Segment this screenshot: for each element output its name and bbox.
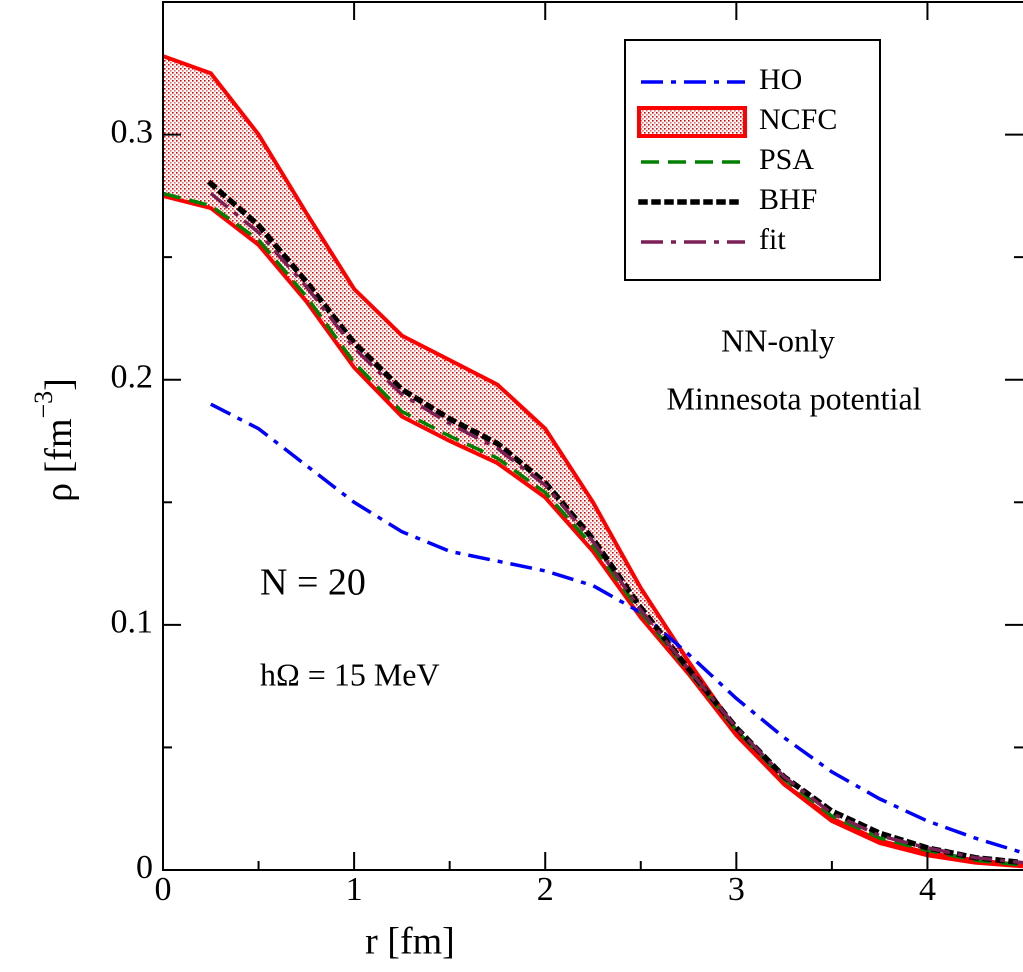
series-line	[209, 192, 1023, 865]
annotation: Minnesota potential	[666, 380, 921, 416]
y-axis-label: ρ [fm−3]	[29, 378, 80, 502]
series-line	[163, 191, 1023, 867]
legend-label: PSA	[759, 143, 814, 176]
band-edge	[163, 54, 1023, 868]
series-line	[210, 402, 1023, 855]
legend-label: BHF	[759, 183, 817, 216]
y-tick-label: 0.1	[111, 604, 154, 641]
x-tick-label: 3	[728, 871, 745, 908]
plot-frame	[162, 1, 1023, 871]
band-fill	[163, 56, 1023, 867]
x-axis-label: r [fm]	[365, 921, 455, 963]
y-axis-label-text: ρ [fm	[38, 418, 80, 501]
x-tick-label: 1	[346, 871, 363, 908]
legend-label: fit	[759, 223, 786, 256]
series-line	[206, 179, 1023, 866]
y-axis-label-end: ]	[38, 378, 80, 391]
band-edge	[163, 193, 1023, 869]
x-tick-label: 0	[155, 871, 172, 908]
y-tick-label: 0	[136, 849, 153, 886]
annotation: NN-only	[721, 322, 835, 358]
y-axis-label-sup: −3	[29, 391, 58, 419]
y-tick-label: 0.2	[111, 359, 154, 396]
x-tick-label: 2	[537, 871, 554, 908]
legend-label: NCFC	[759, 103, 837, 136]
annotation: hΩ = 15 MeV	[260, 656, 440, 692]
x-tick-label: 4	[919, 871, 936, 908]
legend-label: HO	[759, 63, 802, 96]
y-tick-label: 0.3	[111, 113, 154, 150]
legend-box	[624, 39, 881, 281]
annotation: N = 20	[260, 562, 366, 604]
legend-swatch	[637, 106, 747, 138]
